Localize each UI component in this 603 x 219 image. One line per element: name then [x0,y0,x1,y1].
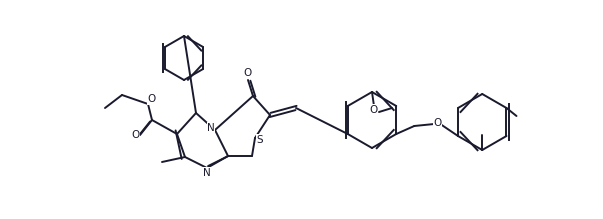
Text: S: S [257,135,264,145]
Text: O: O [244,68,252,78]
Text: N: N [207,123,215,133]
Text: O: O [131,130,139,140]
Text: O: O [148,94,156,104]
Text: N: N [203,168,211,178]
Text: O: O [433,118,441,128]
Text: O: O [369,105,377,115]
